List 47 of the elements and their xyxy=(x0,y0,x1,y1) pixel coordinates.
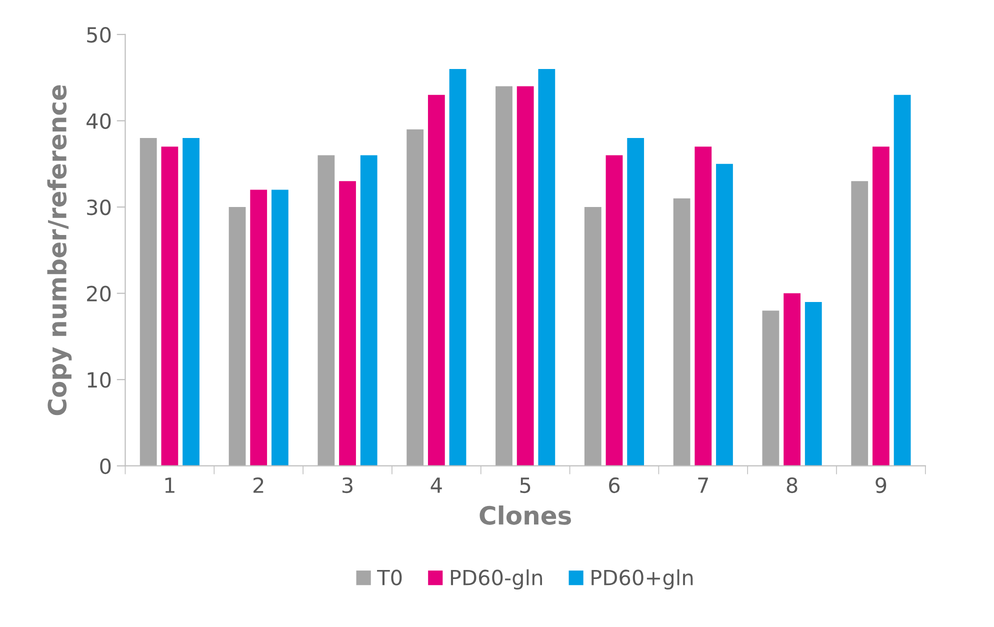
x-tick-label: 3 xyxy=(342,477,352,494)
bar xyxy=(694,146,712,466)
bar xyxy=(784,293,800,466)
x-tick-label: 6 xyxy=(609,477,620,494)
bar xyxy=(182,138,200,466)
bar xyxy=(762,310,780,466)
bar xyxy=(496,86,512,466)
bar xyxy=(271,190,288,466)
y-tick-label: 20 xyxy=(87,286,111,302)
bar xyxy=(538,68,556,466)
bar xyxy=(250,190,268,466)
bar xyxy=(339,181,356,466)
x-tick-label: 5 xyxy=(520,478,530,494)
y-tick-label: 0 xyxy=(100,458,111,474)
bar xyxy=(406,129,424,466)
bar xyxy=(516,86,534,466)
bar xyxy=(804,302,822,466)
x-tick-label: 1 xyxy=(165,478,174,493)
y-tick-label: 10 xyxy=(88,372,111,388)
x-tick-label: 2 xyxy=(254,477,264,493)
bar xyxy=(428,94,445,466)
bar xyxy=(673,198,690,466)
bar xyxy=(161,146,178,466)
bar xyxy=(318,155,335,466)
legend-label: T0 xyxy=(377,570,402,586)
bar xyxy=(360,155,378,466)
bar xyxy=(584,207,602,466)
bar xyxy=(449,68,466,466)
x-tick-label: 9 xyxy=(876,477,886,494)
y-tick-label: 40 xyxy=(86,113,111,129)
y-axis-title: Copy number/reference xyxy=(47,85,72,416)
x-tick-label: 4 xyxy=(430,478,442,493)
bar xyxy=(606,155,623,466)
legend-label: PD60+gln xyxy=(592,569,693,590)
bar xyxy=(894,94,911,466)
bar xyxy=(872,146,890,466)
x-axis-title: Clones xyxy=(480,505,572,525)
bar xyxy=(140,138,157,466)
y-tick-label: 50 xyxy=(87,26,111,43)
bar xyxy=(627,138,644,466)
x-tick-label: 7 xyxy=(698,478,708,493)
legend-label: PD60-gln xyxy=(450,569,542,590)
x-tick-label: 8 xyxy=(786,477,798,494)
bar xyxy=(716,164,733,466)
y-tick-label: 30 xyxy=(87,199,111,216)
bar xyxy=(228,207,246,466)
bar xyxy=(851,181,868,466)
